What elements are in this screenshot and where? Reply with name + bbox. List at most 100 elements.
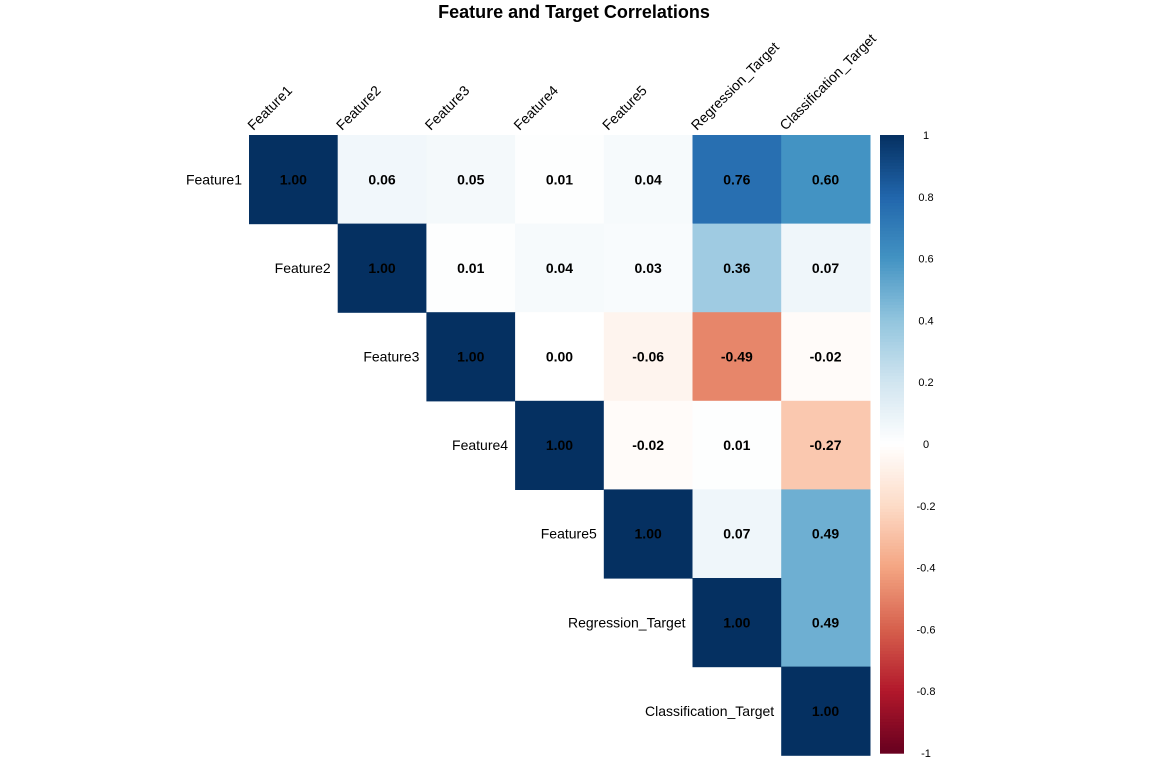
colorbar-segment bbox=[880, 490, 904, 495]
colorbar-segment bbox=[880, 607, 904, 612]
colorbar-segment bbox=[880, 249, 904, 254]
colorbar-segment bbox=[880, 230, 904, 235]
colorbar-segment bbox=[880, 647, 904, 652]
colorbar-segment bbox=[880, 539, 904, 544]
colorbar-segment bbox=[880, 561, 904, 566]
colorbar-segment bbox=[880, 570, 904, 575]
colorbar-segment bbox=[880, 459, 904, 464]
colorbar-segment bbox=[880, 323, 904, 328]
colorbar-segment bbox=[880, 184, 904, 189]
colorbar-segment bbox=[880, 620, 904, 624]
colorbar-tick-label: 0.4 bbox=[918, 315, 933, 327]
column-label: Feature2 bbox=[333, 82, 384, 133]
colorbar-segment bbox=[880, 617, 904, 621]
colorbar-segment bbox=[880, 601, 904, 606]
cell-value-label: 1.00 bbox=[635, 526, 662, 542]
colorbar-segment bbox=[880, 298, 904, 303]
colorbar-segment bbox=[880, 715, 904, 720]
colorbar-segment bbox=[880, 592, 904, 597]
cell-value-label: -0.49 bbox=[721, 349, 753, 365]
heatmap-cell bbox=[603, 223, 694, 313]
colorbar-segment bbox=[880, 579, 904, 584]
column-label: Feature1 bbox=[244, 82, 295, 133]
colorbar-segment bbox=[880, 240, 904, 244]
colorbar-segment bbox=[880, 669, 904, 674]
colorbar-segment bbox=[880, 743, 904, 748]
colorbar-segment bbox=[880, 694, 904, 699]
colorbar-segment bbox=[880, 141, 904, 145]
colorbar-segment bbox=[880, 314, 904, 319]
colorbar-segment bbox=[880, 632, 904, 637]
colorbar-segment bbox=[880, 342, 904, 346]
colorbar-segment bbox=[880, 212, 904, 217]
colorbar-segment bbox=[880, 462, 904, 467]
colorbar-segment bbox=[880, 335, 904, 340]
colorbar-segment bbox=[880, 348, 904, 352]
colorbar-segment bbox=[880, 199, 904, 204]
colorbar-segment bbox=[880, 286, 904, 291]
colorbar-segment bbox=[880, 691, 904, 695]
colorbar-segment bbox=[880, 224, 904, 229]
colorbar-segment bbox=[880, 394, 904, 399]
row-label: Regression_Target bbox=[568, 614, 686, 630]
colorbar-segment bbox=[880, 468, 904, 473]
colorbar-segment bbox=[880, 678, 904, 683]
colorbar-tick-label: 0.8 bbox=[918, 192, 933, 204]
colorbar-segment bbox=[880, 545, 904, 550]
colorbar-segment bbox=[880, 623, 904, 628]
colorbar-segment bbox=[880, 329, 904, 334]
heatmap-cell bbox=[603, 400, 694, 490]
colorbar-segment bbox=[880, 135, 904, 139]
column-label: Classification_Target bbox=[776, 30, 879, 133]
colorbar-segment bbox=[880, 431, 904, 436]
row-label: Feature3 bbox=[363, 349, 419, 365]
colorbar-segment bbox=[880, 187, 904, 192]
colorbar-tick-label: 0.6 bbox=[918, 254, 933, 266]
column-label: Regression_Target bbox=[688, 39, 782, 133]
colorbar-segment bbox=[880, 397, 904, 402]
colorbar-segment bbox=[880, 644, 904, 649]
colorbar-segment bbox=[880, 511, 904, 516]
colorbar-segment bbox=[880, 703, 904, 708]
colorbar-segment bbox=[880, 447, 904, 451]
colorbar-segment bbox=[880, 172, 904, 176]
colorbar-segment bbox=[880, 524, 904, 529]
colorbar-segment bbox=[880, 589, 904, 594]
cell-value-label: 0.36 bbox=[723, 260, 750, 276]
heatmap-cell bbox=[515, 400, 605, 490]
row-label: Feature2 bbox=[275, 260, 331, 276]
colorbar-segment bbox=[880, 542, 904, 547]
colorbar-segment bbox=[880, 221, 904, 226]
colorbar-segment bbox=[880, 391, 904, 396]
colorbar-segment bbox=[880, 505, 904, 510]
cell-value-label: 0.07 bbox=[812, 260, 839, 276]
column-label: Feature5 bbox=[599, 82, 650, 133]
row-label: Classification_Target bbox=[645, 703, 774, 719]
colorbar-tick-label: -0.2 bbox=[917, 501, 936, 513]
colorbar-segment bbox=[880, 150, 904, 155]
colorbar-segment bbox=[880, 685, 904, 689]
colorbar-segment bbox=[880, 474, 904, 479]
colorbar-segment bbox=[880, 626, 904, 631]
row-label: Feature1 bbox=[186, 171, 242, 187]
colorbar-segment bbox=[880, 595, 904, 600]
colorbar-segment bbox=[880, 369, 904, 374]
colorbar-segment bbox=[880, 360, 904, 365]
colorbar-segment bbox=[880, 434, 904, 439]
chart-title: Feature and Target Correlations bbox=[438, 2, 710, 22]
cell-value-label: 0.01 bbox=[457, 260, 484, 276]
colorbar-segment bbox=[880, 246, 904, 251]
colorbar-segment bbox=[880, 564, 904, 569]
colorbar-segment bbox=[880, 243, 904, 247]
cell-value-label: 0.49 bbox=[812, 614, 839, 630]
colorbar-segment bbox=[880, 159, 904, 164]
colorbar-segment bbox=[880, 206, 904, 210]
column-label: Feature3 bbox=[422, 82, 473, 133]
colorbar-tick-label: 0.2 bbox=[918, 377, 933, 389]
colorbar-segment bbox=[880, 406, 904, 411]
heatmap-cell bbox=[781, 223, 871, 313]
colorbar-segment bbox=[880, 283, 904, 288]
colorbar-segment bbox=[880, 236, 904, 241]
cell-value-label: 0.49 bbox=[812, 526, 839, 542]
colorbar-segment bbox=[880, 641, 904, 646]
